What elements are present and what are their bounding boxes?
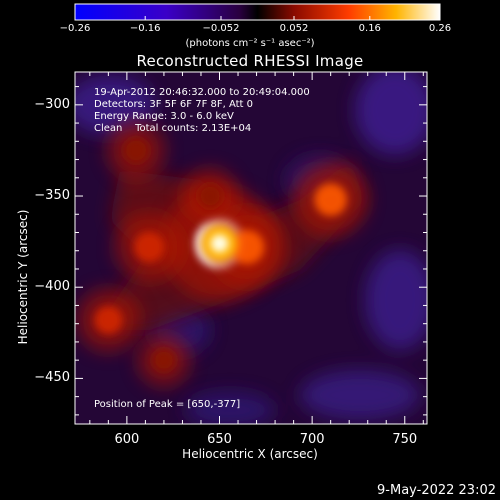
annotation-total-counts: Clean Total counts: 2.13E+04 (94, 123, 252, 134)
footer-date: 9-May-2022 23:02 (377, 483, 496, 498)
emission-sources (76, 121, 368, 387)
plot-frame (74, 71, 428, 425)
x-tick-label-2: 700 (299, 432, 325, 447)
x-tick-label-3: 750 (392, 432, 418, 447)
colorbar-tick-label-0: −0.26 (59, 23, 91, 34)
chart-title: Reconstructed RHESSI Image (136, 52, 364, 70)
source-core-6 (198, 183, 223, 209)
x-tick-label-0: 600 (114, 432, 140, 447)
y-tick-label-3: −450 (34, 370, 70, 386)
x-axis-label: Heliocentric X (arcsec) (182, 447, 318, 461)
colorbar-bar (74, 3, 441, 21)
axis-tick-marks (75, 72, 427, 424)
colorbar-tick-label-1: −0.16 (129, 23, 161, 34)
x-tick-label-1: 650 (207, 432, 232, 447)
annotation-time-range: 19-Apr-2012 20:46:32.000 to 20:49:04.000 (94, 87, 310, 98)
source-core-5 (123, 137, 149, 164)
colorbar-tick-label-2: −0.052 (202, 23, 240, 34)
source-core-3 (133, 231, 165, 263)
annotation-energy-range: Energy Range: 3.0 - 6.0 keV (94, 111, 234, 122)
source-core-7 (152, 348, 176, 372)
source-core-4 (94, 306, 123, 334)
y-axis-label: Heliocentric Y (arcsec) (16, 209, 30, 345)
colorbar-tick-label-3: 0.052 (279, 23, 309, 34)
colorbar-units-label: (photons cm⁻² s⁻¹ asec⁻²) (185, 38, 315, 49)
annotation-detectors: Detectors: 3F 5F 6F 7F 8F, Att 0 (94, 99, 254, 110)
source-core-2 (314, 183, 347, 216)
y-tick-label-2: −400 (34, 279, 70, 295)
colorbar-tick-label-5: 0.26 (428, 23, 452, 34)
source-core-1 (230, 230, 265, 264)
colorbar-tick-label-4: 0.16 (358, 23, 381, 34)
colorbar (74, 3, 441, 21)
y-tick-label-0: −300 (34, 96, 70, 112)
colorbar-tick-marks (74, 16, 441, 20)
peak-core (210, 234, 229, 253)
y-tick-label-1: −350 (34, 188, 70, 204)
peak-position-label: Position of Peak = [650,-377] (94, 399, 241, 410)
